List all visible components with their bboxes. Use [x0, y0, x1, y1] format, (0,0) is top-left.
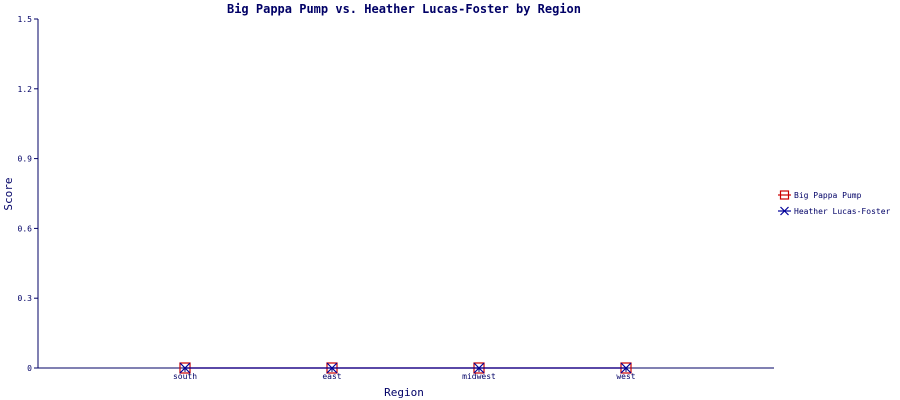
legend-label: Big Pappa Pump: [794, 191, 862, 200]
x-tick-label: south: [173, 372, 197, 381]
y-tick-label: 1.5: [18, 15, 33, 24]
data-point-x: [326, 362, 338, 374]
legend-item: Big Pappa Pump: [778, 190, 862, 200]
y-axis-ticks: 0 0.3 0.6 0.9 1.2 1.5: [18, 15, 38, 373]
data-point-x: [620, 362, 632, 374]
y-tick-label: 0.9: [18, 155, 33, 164]
x-tick-label: east: [322, 372, 341, 381]
chart-title: Big Pappa Pump vs. Heather Lucas-Foster …: [227, 2, 581, 16]
x-tick-label: midwest: [462, 372, 496, 381]
y-tick-label: 1.2: [18, 85, 33, 94]
y-tick-label: 0: [27, 364, 32, 373]
legend-label: Heather Lucas-Foster: [794, 207, 891, 216]
x-axis-title: Region: [384, 386, 424, 399]
x-axis-ticks: south east midwest west: [173, 368, 636, 381]
legend: Big Pappa Pump Heather Lucas-Foster: [778, 190, 891, 216]
legend-item: Heather Lucas-Foster: [778, 206, 891, 216]
y-tick-label: 0.3: [18, 294, 33, 303]
y-tick-label: 0.6: [18, 224, 33, 233]
x-tick-label: west: [616, 372, 635, 381]
data-point-x: [473, 362, 485, 374]
y-axis-title: Score: [2, 177, 15, 210]
series-layer: [179, 362, 632, 374]
legend-marker-x: [780, 206, 789, 216]
data-point-x: [179, 362, 191, 374]
legend-marker-square: [779, 190, 790, 200]
